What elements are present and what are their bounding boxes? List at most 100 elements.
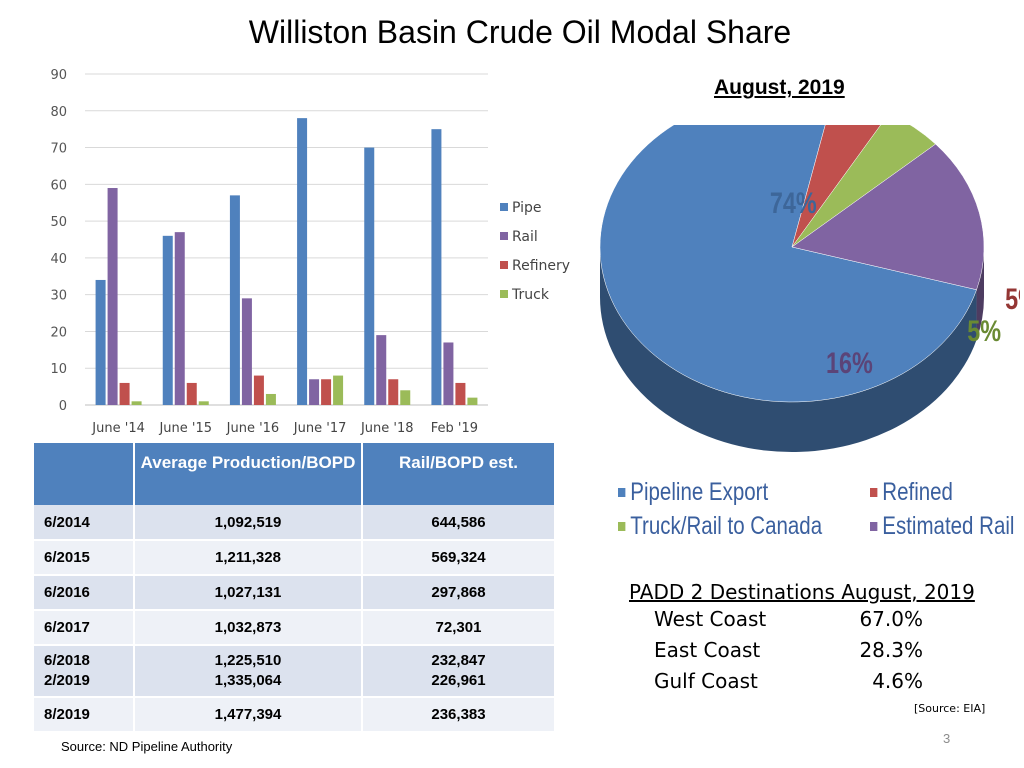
bar-rail-2 xyxy=(241,298,252,405)
x-tick-label: June '14 xyxy=(91,421,145,436)
bar-rail-4 xyxy=(376,335,387,405)
table-row: 6/2016 1,027,131 297,868 xyxy=(34,575,554,611)
bar-refinery-4 xyxy=(388,379,399,405)
table-cell-rail: 569,324 xyxy=(362,540,554,576)
page-number: 3 xyxy=(943,731,951,746)
table-cell-rail: 644,586 xyxy=(362,505,554,541)
pie-chart-title: August, 2019 xyxy=(714,76,845,99)
pie-legend-swatch xyxy=(618,522,626,531)
y-tick-label: 0 xyxy=(59,399,67,414)
table-header-rail: Rail/BOPD est. xyxy=(362,443,554,505)
bar-pipe-0 xyxy=(95,279,106,405)
bar-truck-0 xyxy=(131,401,142,405)
legend-label-pipe: Pipe xyxy=(512,200,542,216)
padd-row: West Coast 67.0% xyxy=(629,604,989,635)
pie-legend: Pipeline Export Refined Truck/Rail to Ca… xyxy=(618,478,1018,548)
table-cell-rail-line: 232,847 xyxy=(431,652,486,669)
bar-pipe-3 xyxy=(297,118,308,405)
pie-percent-label-0: 74% xyxy=(770,186,817,219)
table-cell-rail: 232,847 226,961 xyxy=(362,645,554,698)
pie-slice-0 xyxy=(599,125,977,403)
y-tick-label: 30 xyxy=(50,289,67,304)
y-tick-label: 20 xyxy=(50,325,67,340)
legend-swatch-pipe xyxy=(500,203,508,211)
bar-pipe-4 xyxy=(364,147,375,406)
table-cell-date: 6/2014 xyxy=(34,505,135,541)
bar-truck-3 xyxy=(333,375,344,405)
padd-destination-name: East Coast xyxy=(654,638,761,662)
table-cell-rail: 297,868 xyxy=(362,575,554,611)
y-tick-label: 90 xyxy=(50,68,67,83)
bar-pipe-2 xyxy=(229,195,240,405)
table-cell-date: 6/2017 xyxy=(34,610,135,646)
table-cell-date: 6/2015 xyxy=(34,540,135,576)
padd-row: Gulf Coast 4.6% xyxy=(629,666,989,697)
bar-truck-1 xyxy=(198,401,209,405)
table-cell-production: 1,092,519 xyxy=(134,505,363,541)
x-tick-label: June '17 xyxy=(293,421,347,436)
x-tick-label: June '18 xyxy=(360,421,414,436)
table-cell-production: 1,027,131 xyxy=(134,575,363,611)
pie-legend-item-pipeline: Pipeline Export xyxy=(618,478,768,507)
pie-legend-swatch xyxy=(618,488,626,497)
pie-chart: 74% 5%5% 16% xyxy=(599,125,1020,453)
table-cell-date: 6/2018 2/2019 xyxy=(34,645,135,698)
legend-swatch-truck xyxy=(500,290,508,298)
padd-destination-name: West Coast xyxy=(654,607,767,631)
padd-row: East Coast 28.3% xyxy=(629,635,989,666)
table-row: 6/2018 2/2019 1,225,510 1,335,064 232,84… xyxy=(34,645,554,698)
legend-label-truck: Truck xyxy=(511,287,550,303)
table-cell-rail: 72,301 xyxy=(362,610,554,646)
legend-label-refinery: Refinery xyxy=(512,258,570,274)
pie-side-0 xyxy=(600,247,977,453)
pie-legend-item-refined: Refined xyxy=(870,478,953,507)
y-tick-label: 50 xyxy=(50,215,67,230)
padd-destination-name: Gulf Coast xyxy=(654,669,758,693)
pie-legend-label: Truck/Rail to Canada xyxy=(630,512,823,540)
pie-legend-label: Refined xyxy=(882,478,953,506)
pie-legend-label: Pipeline Export xyxy=(630,478,769,506)
production-table: Average Production/BOPD Rail/BOPD est. 6… xyxy=(34,443,554,733)
y-tick-label: 60 xyxy=(50,178,67,193)
bar-pipe-1 xyxy=(162,235,173,405)
bar-truck-5 xyxy=(467,397,478,405)
bar-rail-3 xyxy=(309,379,320,405)
y-tick-label: 40 xyxy=(50,252,67,267)
bar-rail-0 xyxy=(107,188,118,405)
pie-legend-swatch xyxy=(870,522,878,531)
bar-refinery-2 xyxy=(253,375,264,405)
table-header-production: Average Production/BOPD xyxy=(134,443,363,505)
slide-title: Williston Basin Crude Oil Modal Share xyxy=(248,14,792,50)
table-header-date xyxy=(34,443,135,505)
table-row: 6/2015 1,211,328 569,324 xyxy=(34,540,554,576)
table-cell-date-line: 2/2019 xyxy=(44,672,90,689)
bar-rail-1 xyxy=(174,232,185,405)
table-cell-production: 1,211,328 xyxy=(134,540,363,576)
padd-destination-value: 4.6% xyxy=(872,669,923,693)
y-tick-label: 10 xyxy=(50,362,67,377)
x-tick-label: June '16 xyxy=(226,421,280,436)
bar-chart: 0 10 20 30 40 50 60 70 80 90 June '14 June '15 June … xyxy=(50,68,570,436)
bar-refinery-3 xyxy=(321,379,332,405)
table-row: 8/2019 1,477,394 236,383 xyxy=(34,697,554,733)
table-header-row: Average Production/BOPD Rail/BOPD est. xyxy=(34,443,554,505)
bar-rail-5 xyxy=(443,342,454,405)
legend-swatch-rail xyxy=(500,232,508,240)
table-cell-rail: 236,383 xyxy=(362,697,554,733)
pie-percent-label-1: 5% xyxy=(1005,282,1020,315)
padd-destination-value: 67.0% xyxy=(859,607,923,631)
table-cell-date: 6/2016 xyxy=(34,575,135,611)
pie-percent-label-2: 5% xyxy=(967,314,1001,347)
pie-slice-3 xyxy=(791,143,985,291)
x-tick-label: June '15 xyxy=(158,421,212,436)
y-tick-label: 70 xyxy=(50,142,67,157)
legend-label-rail: Rail xyxy=(512,229,538,245)
bar-truck-2 xyxy=(265,393,276,405)
table-cell-production: 1,477,394 xyxy=(134,697,363,733)
table-row: 6/2014 1,092,519 644,586 xyxy=(34,505,554,541)
table-cell-date: 8/2019 xyxy=(34,697,135,733)
padd-source-note: [Source: EIA] xyxy=(914,702,986,715)
table-cell-date-line: 6/2018 xyxy=(44,652,90,669)
y-tick-label: 80 xyxy=(50,105,67,120)
bar-pipe-5 xyxy=(431,129,442,405)
